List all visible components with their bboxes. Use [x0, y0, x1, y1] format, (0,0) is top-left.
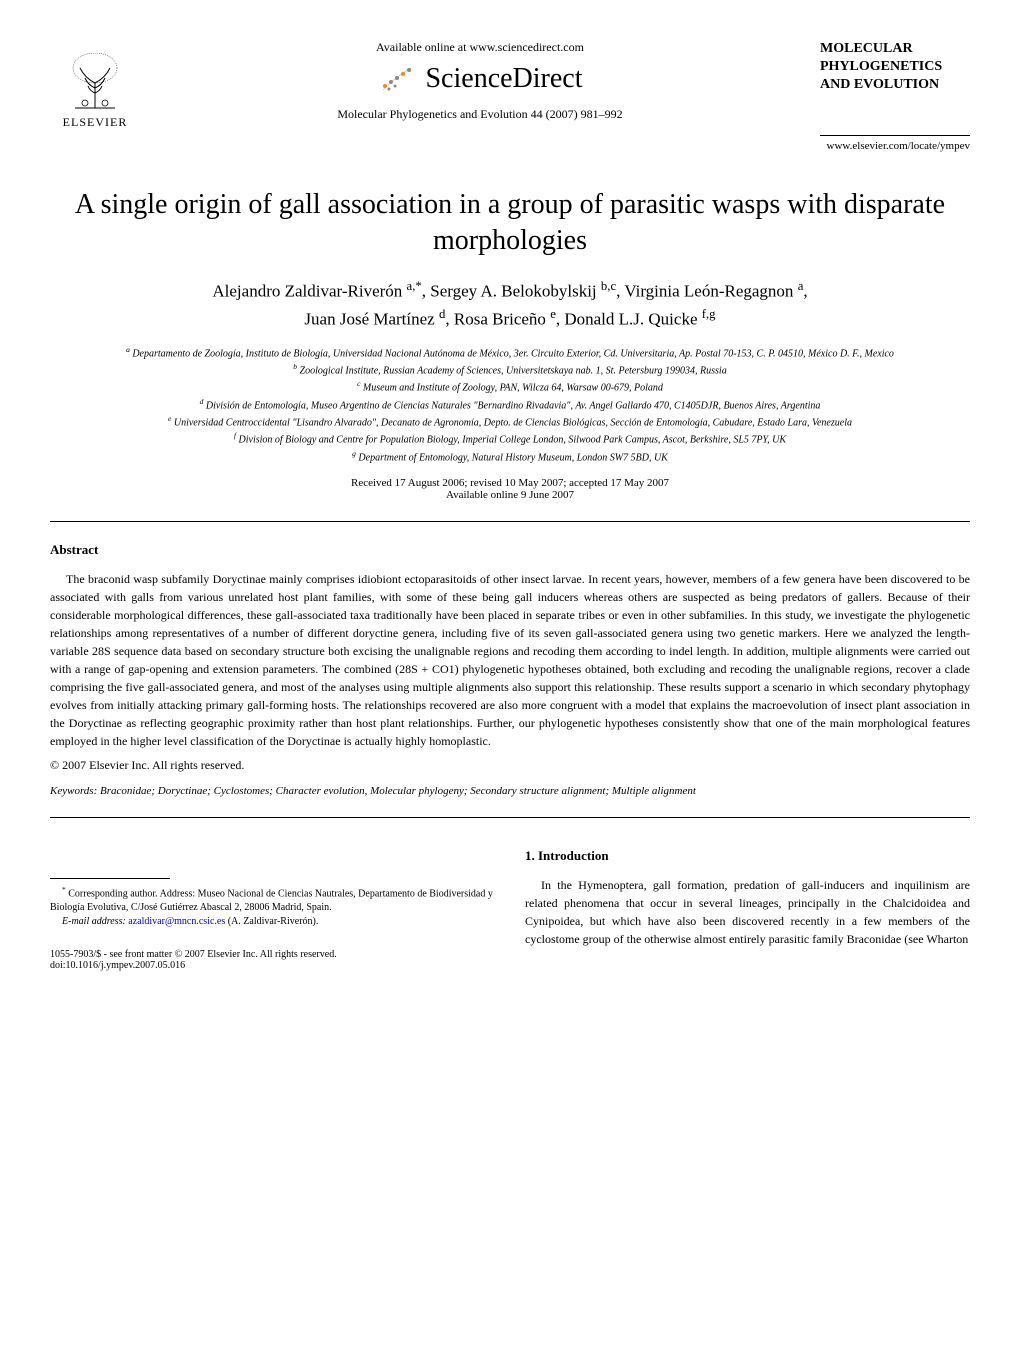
footnote-rule [50, 878, 170, 879]
author-6: , Donald L.J. Quicke [556, 309, 702, 328]
available-online-text: Available online at www.sciencedirect.co… [160, 40, 800, 55]
keywords-label: Keywords: [50, 785, 97, 797]
center-header: Available online at www.sciencedirect.co… [140, 40, 820, 122]
rule-before-abstract [50, 521, 970, 522]
right-column: 1. Introduction In the Hymenoptera, gall… [525, 848, 970, 971]
sciencedirect-icon [377, 64, 417, 94]
keywords: Keywords: Braconidae; Doryctinae; Cyclos… [50, 785, 970, 797]
footer-line2: doi:10.1016/j.ympev.2007.05.016 [50, 960, 495, 971]
author-3-sup: a [798, 279, 804, 293]
introduction-text: In the Hymenoptera, gall formation, pred… [525, 876, 970, 948]
author-5: , Rosa Briceño [445, 309, 550, 328]
footnote-corresponding: * Corresponding author. Address: Museo N… [50, 885, 495, 915]
affiliation-b: Zoological Institute, Russian Academy of… [300, 365, 727, 376]
author-3: , Virginia León-Regagnon [616, 282, 798, 301]
author-1: Alejandro Zaldivar-Riverón [212, 282, 406, 301]
article-title: A single origin of gall association in a… [50, 187, 970, 260]
elsevier-text: ELSEVIER [63, 115, 128, 130]
affiliation-f: Division of Biology and Centre for Popul… [239, 435, 787, 446]
abstract-heading: Abstract [50, 542, 970, 558]
journal-url: www.elsevier.com/locate/ympev [820, 135, 970, 152]
header-row: ELSEVIER Available online at www.science… [50, 40, 970, 152]
sciencedirect-logo: ScienceDirect [160, 63, 800, 95]
footer-line1: 1055-7903/$ - see front matter © 2007 El… [50, 949, 495, 960]
abstract-copyright: © 2007 Elsevier Inc. All rights reserved… [50, 758, 970, 773]
footnote-email-link[interactable]: azaldivar@mncn.csic.es [128, 916, 225, 927]
footnote-email-label: E-mail address: [62, 916, 126, 927]
dates-received: Received 17 August 2006; revised 10 May … [351, 477, 669, 489]
two-column-layout: * Corresponding author. Address: Museo N… [50, 848, 970, 971]
journal-sidebar: MOLECULAR PHYLOGENETICS AND EVOLUTION ww… [820, 40, 970, 152]
affiliation-g: Department of Entomology, Natural Histor… [358, 452, 667, 463]
author-2-sup: b,c [601, 279, 616, 293]
footnote-email-suffix: (A. Zaldivar-Riverón). [225, 916, 318, 927]
dates: Received 17 August 2006; revised 10 May … [50, 477, 970, 501]
title-section: A single origin of gall association in a… [50, 187, 970, 501]
author-2: , Sergey A. Belokobylskij [422, 282, 601, 301]
left-column: * Corresponding author. Address: Museo N… [50, 848, 495, 971]
author-4: Juan José Martínez [304, 309, 439, 328]
dates-available: Available online 9 June 2007 [446, 489, 574, 501]
introduction-heading: 1. Introduction [525, 848, 970, 864]
elsevier-logo: ELSEVIER [50, 40, 140, 130]
footnote-email: E-mail address: azaldivar@mncn.csic.es (… [50, 915, 495, 929]
rule-after-keywords [50, 817, 970, 818]
affiliation-a: Departamento de Zoología, Instituto de B… [132, 348, 894, 359]
footer: 1055-7903/$ - see front matter © 2007 El… [50, 949, 495, 971]
affiliation-e: Universidad Centroccidental "Lisandro Al… [174, 417, 852, 428]
elsevier-tree-icon [60, 53, 130, 113]
keywords-text: Braconidae; Doryctinae; Cyclostomes; Cha… [97, 785, 696, 797]
author-1-sup: a,* [407, 279, 422, 293]
affiliations: a Departamento de Zoología, Instituto de… [50, 344, 970, 465]
abstract-section: Abstract The braconid wasp subfamily Dor… [50, 542, 970, 797]
affiliation-d: División de Entomología, Museo Argentino… [206, 400, 821, 411]
journal-name: MOLECULAR PHYLOGENETICS AND EVOLUTION [820, 40, 970, 95]
sciencedirect-text: ScienceDirect [425, 63, 582, 95]
affiliation-c: Museum and Institute of Zoology, PAN, Wi… [363, 383, 663, 394]
authors: Alejandro Zaldivar-Riverón a,*, Sergey A… [50, 277, 970, 331]
abstract-text: The braconid wasp subfamily Doryctinae m… [50, 570, 970, 750]
journal-citation: Molecular Phylogenetics and Evolution 44… [160, 107, 800, 122]
author-6-sup: f,g [702, 307, 716, 321]
footnote-corresponding-text: Corresponding author. Address: Museo Nac… [50, 888, 493, 913]
